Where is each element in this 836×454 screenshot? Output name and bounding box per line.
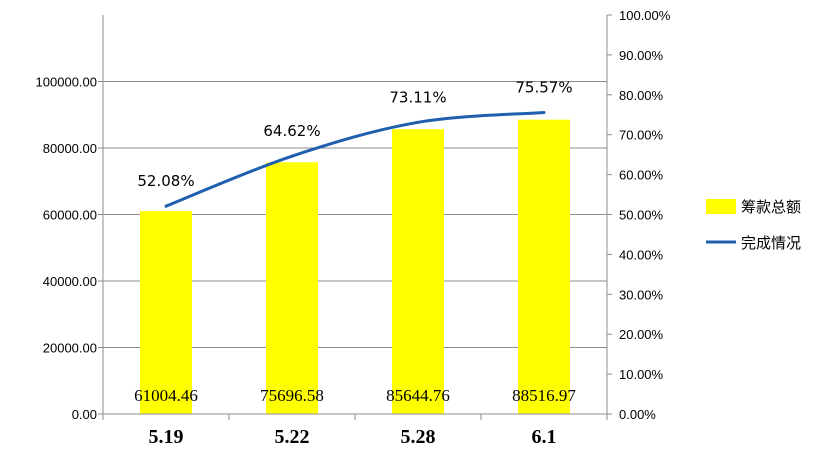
line-value-label: 75.57% (515, 78, 572, 96)
line-value-label: 64.62% (263, 122, 320, 140)
data-labels: 61004.46 75696.58 85644.76 88516.97 52.08% 64… (134, 78, 576, 405)
y-right-tick-label: 60.00% (619, 168, 664, 183)
line-point (542, 110, 546, 114)
line-point (164, 204, 168, 208)
bar (140, 211, 192, 414)
y-left-tick-label: 0.00 (72, 407, 97, 422)
bar-value-label: 85644.76 (386, 386, 450, 405)
y-right-tick-label: 100.00% (619, 8, 671, 23)
y-right-tick-label: 50.00% (619, 208, 664, 223)
completion-line (164, 110, 546, 208)
line-point (416, 120, 420, 124)
y-left-tick-label: 40000.00 (43, 274, 97, 289)
x-tick-label: 6.1 (532, 426, 557, 448)
bars (140, 119, 570, 414)
x-tick-label: 5.22 (275, 426, 310, 448)
completion-line-path (165, 110, 545, 208)
y-right-tick-label: 40.00% (619, 247, 664, 262)
bar-value-label: 61004.46 (134, 386, 198, 405)
y-right-tick-label: 30.00% (619, 287, 664, 302)
x-tick-label: 5.19 (149, 426, 184, 448)
y-right-tick-label: 20.00% (619, 327, 664, 342)
legend-label-fundraising: 筹款总额 (741, 198, 801, 216)
y-left-tick-label: 80000.00 (43, 141, 97, 156)
y-right-tick-label: 10.00% (619, 367, 664, 382)
bar-value-label: 88516.97 (512, 386, 576, 405)
bar (392, 129, 444, 414)
y-left-tick-label: 20000.00 (43, 341, 97, 356)
line-value-label: 52.08% (137, 172, 194, 190)
legend-swatch-fundraising (706, 199, 736, 214)
line-value-label: 73.11% (389, 88, 446, 106)
y-right-tick-label: 80.00% (619, 88, 664, 103)
line-point (290, 154, 294, 158)
bar (266, 162, 318, 414)
y-left-tick-label: 100000.00 (36, 75, 97, 90)
axes: 0.00 20000.00 40000.00 60000.00 80000.00 1000… (36, 8, 671, 448)
bar (518, 119, 570, 414)
y-left-tick-label: 60000.00 (43, 208, 97, 223)
x-tick-label: 5.28 (401, 426, 436, 448)
y-right-tick-label: 0.00% (619, 407, 656, 422)
bar-value-label: 75696.58 (260, 386, 324, 405)
legend-label-completion: 完成情况 (741, 234, 801, 252)
y-right-tick-label: 70.00% (619, 128, 664, 143)
y-right-tick-label: 90.00% (619, 48, 664, 63)
